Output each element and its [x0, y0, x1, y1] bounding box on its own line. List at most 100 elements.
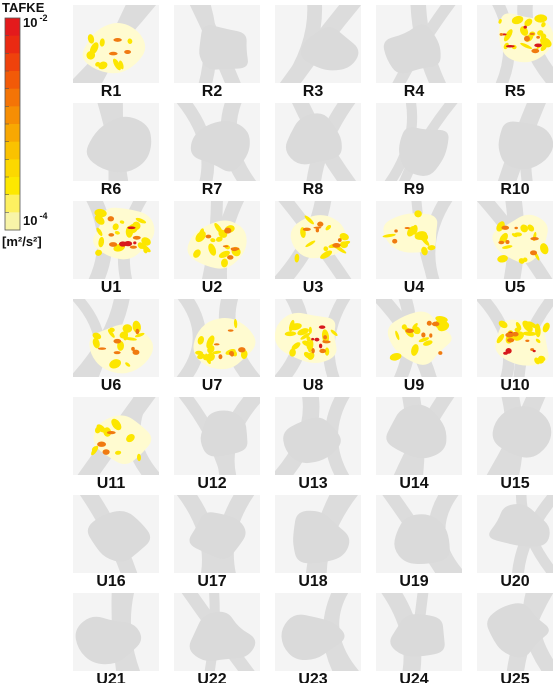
- tafke-hotspot: [530, 236, 539, 241]
- panel-image: [174, 103, 260, 181]
- panel-label: R2: [202, 83, 223, 100]
- tafke-spot: [435, 315, 448, 323]
- panel: U22: [174, 593, 260, 683]
- colorbar-step: [5, 124, 20, 143]
- tafke-hotspot: [132, 235, 141, 240]
- tafke-hotspot: [507, 338, 515, 343]
- tafke-hotspot: [302, 227, 311, 231]
- tafke-spot: [134, 332, 145, 338]
- tafke-hotspot: [322, 340, 326, 343]
- panel: U6: [73, 299, 159, 394]
- tafke-spot: [284, 331, 297, 337]
- legend-min-base: 10: [23, 213, 37, 228]
- tafke-spot: [520, 42, 533, 50]
- tafke-spot: [497, 255, 508, 263]
- panel-image: [174, 299, 260, 377]
- panel-image: [477, 5, 553, 83]
- panel: U24: [376, 593, 462, 683]
- tafke-hotspot: [311, 337, 315, 341]
- panel-label: R1: [101, 83, 122, 100]
- panel-image: [174, 5, 260, 83]
- tafke-hotspot: [131, 346, 135, 351]
- panel: U21: [73, 593, 159, 683]
- aneurysm-sac: [383, 24, 441, 74]
- tafke-spot: [233, 318, 238, 329]
- tafke-spot: [522, 331, 537, 336]
- tafke-hotspot: [97, 347, 107, 350]
- panel: U17: [174, 495, 260, 590]
- panel-label: U12: [197, 475, 226, 492]
- tafke-spot: [422, 340, 433, 346]
- aneurysm-sac: [82, 22, 146, 74]
- tafke-hotspot: [108, 233, 115, 237]
- tafke-spot: [118, 60, 124, 70]
- tafke-spot: [324, 347, 330, 356]
- tafke-spot: [412, 323, 418, 330]
- panel-image: [477, 299, 553, 377]
- tafke-spot: [141, 237, 151, 246]
- tafke-hotspot: [532, 349, 536, 353]
- panel-image: [376, 201, 462, 279]
- aneurysm-sac: [87, 510, 151, 562]
- tafke-hotspot: [108, 242, 118, 247]
- tafke-spot: [534, 14, 548, 23]
- panel-label: R5: [505, 83, 526, 100]
- tafke-hotspot: [505, 239, 510, 245]
- panel-label: R8: [303, 181, 324, 198]
- colorbar-step: [5, 53, 20, 72]
- colorbar-step: [5, 88, 20, 107]
- tafke-spot: [95, 249, 102, 256]
- panel-image: [376, 397, 462, 475]
- tafke-spot: [127, 38, 133, 44]
- panel-image: [73, 495, 159, 573]
- aneurysm-sac: [301, 26, 359, 71]
- tafke-spot: [418, 337, 430, 343]
- tafke-hotspot: [317, 221, 324, 227]
- colorbar-step: [5, 177, 20, 196]
- tafke-hotspot: [213, 343, 220, 346]
- panel: U15: [477, 397, 553, 492]
- tafke-spot: [206, 335, 215, 349]
- panel-image: [275, 299, 361, 377]
- tafke-hotspot: [426, 320, 432, 326]
- panel-image: [477, 103, 553, 181]
- panel: U9: [376, 299, 462, 394]
- tafke-hotspot: [505, 44, 515, 48]
- panel: U11: [73, 397, 159, 492]
- tafke-hotspot: [313, 226, 322, 229]
- tafke-spot: [112, 58, 121, 71]
- tafke-spot: [114, 231, 120, 235]
- panel-image: [73, 103, 159, 181]
- panel-image: [477, 201, 553, 279]
- tafke-hotspot: [503, 351, 508, 355]
- tafke-hotspot: [404, 227, 410, 230]
- tafke-hotspot: [429, 333, 433, 338]
- panel-label: U18: [298, 573, 327, 590]
- tafke-spot: [119, 220, 125, 224]
- colorbar-step: [5, 194, 20, 213]
- tafke-spot: [94, 215, 105, 225]
- panel-image: [73, 397, 159, 475]
- panel-image: [477, 397, 553, 475]
- tafke-spot: [111, 418, 122, 431]
- tafke-hotspot: [113, 351, 121, 355]
- tafke-spot: [306, 336, 311, 342]
- panel-image: [275, 5, 361, 83]
- tafke-spot: [527, 321, 538, 329]
- tafke-hotspot: [113, 338, 122, 344]
- panel-label: U8: [303, 377, 324, 394]
- panel-label: U21: [96, 671, 125, 683]
- aneurysm-sac: [293, 510, 350, 564]
- tafke-spot: [98, 236, 105, 248]
- tafke-spot: [308, 326, 312, 334]
- tafke-spot: [511, 15, 524, 25]
- panel: U20: [477, 495, 553, 590]
- tafke-spot: [496, 333, 505, 344]
- aneurysm-sac: [190, 120, 250, 172]
- panel: U4: [376, 201, 462, 296]
- tafke-hotspot: [323, 335, 328, 340]
- tafke-hotspot: [319, 348, 327, 354]
- panel: R2: [174, 5, 260, 100]
- panel: U12: [174, 397, 260, 492]
- panel-image: [275, 103, 361, 181]
